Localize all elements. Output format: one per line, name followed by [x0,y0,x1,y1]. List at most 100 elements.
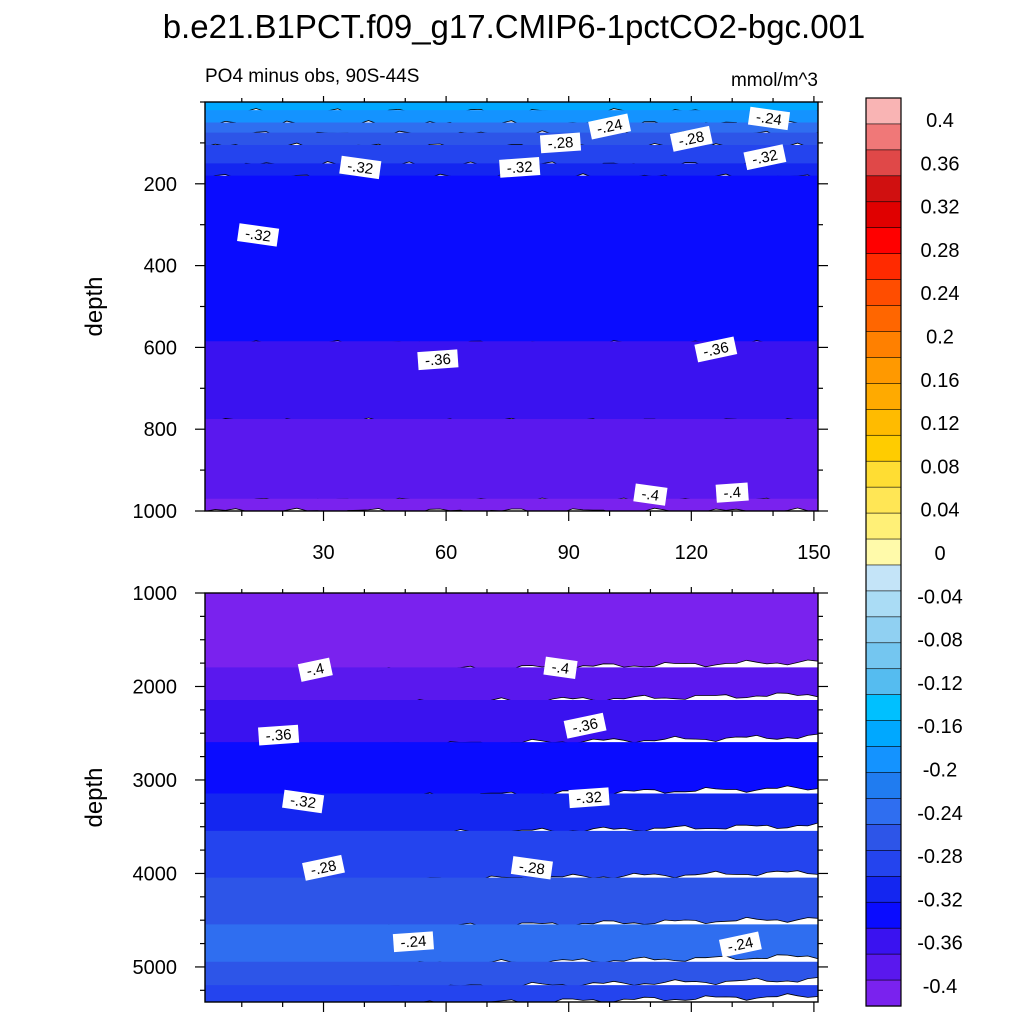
contour-label: -.32 [568,787,610,809]
contour-label-box [339,155,382,180]
colorbar-label: 0.16 [921,370,960,392]
contour-label: -.24 [392,931,434,953]
contour-band [205,700,818,752]
colorbar-label: 0.28 [921,240,960,262]
colorbar-label: 0 [934,543,945,565]
colorbar-swatch [865,512,902,540]
contour-label: -.32 [282,789,325,814]
contour-label: -.24 [718,931,762,958]
contour-label-text: -.24 [595,116,624,138]
x-tick-label: 30 [312,542,334,564]
colorbar-swatch [865,979,902,1007]
colorbar-swatch [865,668,902,696]
contour-label-text: -.32 [289,792,317,812]
contour-label-text: -.24 [726,934,755,956]
colorbar-swatch [865,590,902,618]
contour-label-text: -.36 [571,715,600,737]
contour-label: -.32 [237,223,280,247]
colorbar-label: -0.28 [917,846,963,868]
contour-band [205,793,818,839]
contour-label-text: -.28 [677,128,706,150]
contour-label-text: -.4 [640,485,660,504]
x-tick-label: 90 [558,542,580,564]
contour-label-text: -.36 [701,339,730,361]
contour-label-box [258,724,300,746]
contour-label-box [302,854,345,881]
colorbar-label: -0.4 [923,976,957,998]
contour-fills [205,593,818,1002]
y-tick-label: 600 [144,337,177,359]
contour-label: -.32 [743,144,787,171]
colorbar: 0.4 0.36 0.32 0.28 0.24 0.2 0.16 0.12 0.08 0.04 0 -… [865,97,963,1007]
contour-label-text: -.32 [576,789,603,808]
contour-label: -.36 [258,724,300,746]
contour-label-box [282,789,325,814]
colorbar-label: -0.04 [917,586,963,608]
contour-label-box [694,336,738,363]
colorbar-label: 0.36 [921,153,960,175]
contour-label-box [392,931,434,953]
plot-frame [204,592,819,1003]
colorbar-swatch [865,97,902,125]
contour-label-box [715,482,749,503]
y-tick-label: 1000 [133,583,178,605]
colorbar-label: 0.2 [926,327,954,349]
contour-band [205,132,818,151]
contour-label-text: -.32 [751,147,780,169]
colorbar-label: -0.24 [917,803,963,825]
colorbar-swatch [865,616,902,644]
y-tick-label: 4000 [133,863,178,885]
colorbar-swatch [865,850,902,877]
contour-label-box [669,125,713,152]
colorbar-swatch [865,694,902,722]
contour-band [205,830,818,886]
contour-band [205,341,818,424]
contour-label: -.24 [747,106,791,131]
contour-label-text: -.32 [346,158,374,178]
contour-label-text: -.36 [265,726,292,745]
contour-label-text: -.4 [723,484,742,502]
contour-band [205,924,818,970]
contour-label: -.28 [539,132,582,154]
units-label: mmol/m^3 [731,70,818,91]
y-tick-label: 800 [144,419,177,441]
contour-label-text: -.32 [244,225,272,245]
colorbar-label: 0.04 [921,500,960,522]
y-tick-label: 200 [144,174,177,196]
colorbar-swatch [865,798,902,826]
colorbar-label: 0.24 [921,283,960,305]
contour-label: -.4 [543,656,578,679]
colorbar-label: -0.36 [917,933,963,955]
x-tick-label: 120 [675,542,708,564]
contour-label: -.28 [302,854,345,881]
contour-label: -.28 [510,856,553,880]
contour-label-box [563,712,607,739]
contour-label-box [297,657,333,682]
colorbar-swatch [865,175,902,203]
colorbar-swatch [865,409,902,436]
colorbar-swatch [865,953,902,981]
contour-label-text: -.28 [518,858,546,878]
contour-label-text: -.24 [400,933,427,952]
contour-label-box [543,656,578,679]
colorbar-swatch [865,824,902,851]
chart-title: b.e21.B1PCT.f09_g17.CMIP6-1pctCO2-bgc.00… [163,8,866,45]
y-tick-label: 2000 [133,676,178,698]
contour-label: -.4 [297,657,333,682]
colorbar-swatch [865,331,902,359]
contour-label-box [539,132,582,154]
colorbar-label: -0.2 [923,760,957,782]
contour-label-box [743,144,787,171]
contour-label-text: -.36 [424,351,451,370]
contour-band [205,175,818,347]
colorbar-swatch [865,305,902,333]
contour-label-box [633,483,668,506]
colorbar-label: -0.12 [917,673,963,695]
colorbar-swatch [865,149,902,177]
colorbar-label: 0.32 [921,197,960,219]
contour-label: -.36 [694,336,738,363]
colorbar-swatch [865,434,902,462]
panels: 30 60 90 120 150 200 400 600 800 1000 depth -.24 -.2… [81,96,831,1012]
contour-band [205,418,818,504]
